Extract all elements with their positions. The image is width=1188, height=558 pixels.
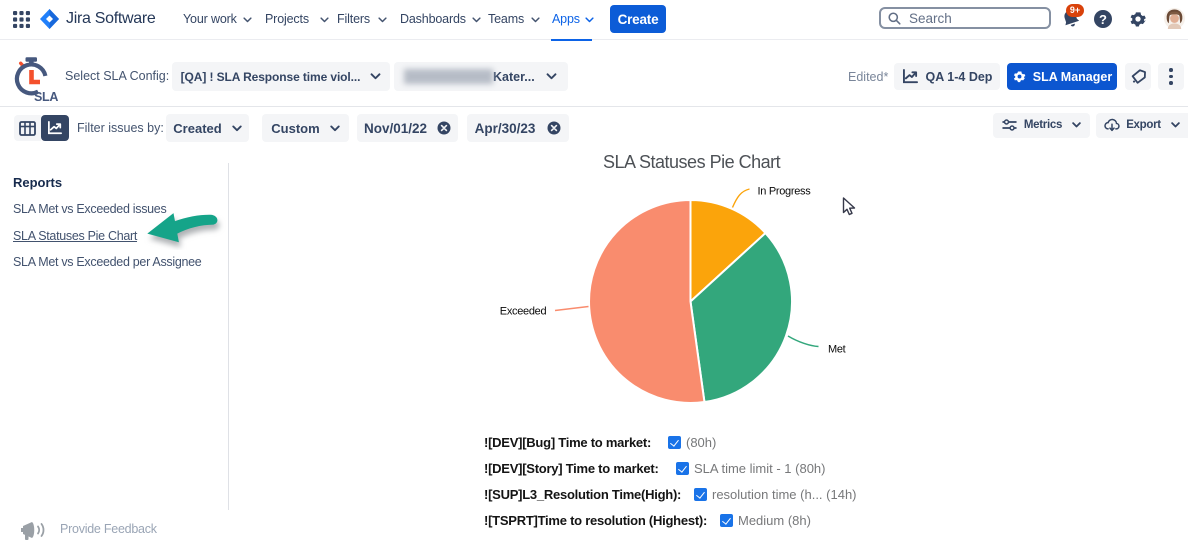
svg-text:Met: Met — [828, 344, 846, 356]
svg-text:SLA: SLA — [34, 90, 58, 104]
svg-text:Exceeded: Exceeded — [500, 306, 547, 318]
svg-text:In Progress: In Progress — [758, 186, 812, 198]
